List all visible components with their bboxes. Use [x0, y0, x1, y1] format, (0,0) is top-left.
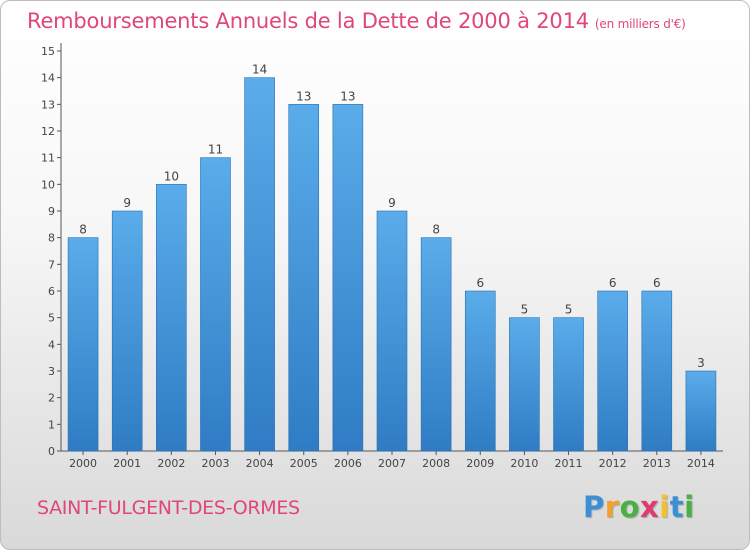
bar [376, 210, 408, 452]
logo-letter: i [659, 490, 670, 524]
data-labels: 8 9 10 11 14 13 13 9 8 6 5 5 6 6 3 [79, 63, 705, 370]
x-tick-label: 2005 [290, 457, 318, 470]
proxiti-logo: Proxiti [583, 490, 695, 524]
x-tick-label: 2013 [643, 457, 671, 470]
x-tick-label: 2011 [555, 457, 583, 470]
chart-unit-label: (en milliers d'€) [594, 17, 686, 31]
commune-name: SAINT-FULGENT-DES-ORMES [37, 497, 300, 519]
data-label: 6 [609, 276, 617, 290]
x-tick-label: 2007 [378, 457, 406, 470]
data-label: 5 [521, 303, 529, 317]
bar [597, 290, 628, 452]
y-tick-label: 1 [48, 418, 55, 431]
data-label: 8 [79, 223, 87, 237]
data-label: 9 [123, 196, 131, 210]
data-label: 6 [653, 276, 661, 290]
y-tick-label: 6 [48, 285, 55, 298]
bar [111, 210, 143, 452]
x-tick-label: 2008 [422, 457, 450, 470]
data-label: 14 [252, 63, 267, 77]
data-label: 13 [340, 89, 355, 103]
bar [332, 104, 364, 452]
bar [509, 317, 540, 452]
data-label: 8 [432, 223, 440, 237]
logo-letter: P [583, 490, 605, 524]
x-tick-label: 2009 [466, 457, 494, 470]
y-tick-label: 2 [48, 392, 55, 405]
x-tick-label: 2006 [334, 457, 362, 470]
x-tick-label: 2010 [510, 457, 538, 470]
y-tick-label: 12 [41, 125, 55, 138]
x-tick-label: 2000 [69, 457, 97, 470]
y-tick-label: 15 [41, 45, 55, 58]
bar [288, 104, 320, 452]
bar [553, 317, 584, 452]
logo-letter: t [669, 490, 685, 524]
logo-letter: r [604, 490, 620, 524]
x-axis: 2000 2001 2002 2003 2004 2005 2006 2007 2008 2009… [61, 450, 723, 470]
y-tick-label: 11 [41, 152, 55, 165]
y-tick-label: 14 [41, 72, 55, 85]
bars [67, 77, 717, 452]
x-tick-label: 2014 [687, 457, 715, 470]
y-tick-label: 8 [48, 232, 55, 245]
logo-letter: x [640, 490, 660, 524]
data-label: 11 [208, 143, 223, 157]
logo-letter: i [684, 490, 695, 524]
y-tick-label: 9 [48, 205, 55, 218]
bar [67, 237, 99, 452]
x-tick-label: 2004 [246, 457, 274, 470]
data-label: 6 [476, 276, 484, 290]
x-tick-label: 2003 [201, 457, 229, 470]
data-label: 9 [388, 196, 396, 210]
bar [244, 77, 275, 452]
bar [200, 157, 231, 452]
y-tick-label: 4 [48, 338, 55, 351]
data-label: 5 [565, 303, 573, 317]
x-tick-label: 2001 [113, 457, 141, 470]
bar [464, 290, 496, 452]
data-label: 13 [296, 89, 311, 103]
bar [685, 370, 717, 452]
chart-title-text: Remboursements Annuels de la Dette de 20… [27, 9, 589, 33]
bar [156, 184, 187, 452]
y-tick-label: 0 [48, 445, 55, 458]
x-tick-label: 2012 [599, 457, 627, 470]
y-tick-label: 3 [48, 365, 55, 378]
data-label: 10 [164, 169, 179, 183]
y-tick-label: 7 [48, 258, 55, 271]
x-tick-label: 2002 [157, 457, 185, 470]
chart-title: Remboursements Annuels de la Dette de 20… [27, 9, 686, 33]
logo-letter: o [619, 490, 641, 524]
bar [641, 290, 673, 452]
y-tick-label: 10 [41, 178, 55, 191]
y-tick-label: 13 [41, 98, 55, 111]
data-label: 3 [697, 356, 705, 370]
y-tick-label: 5 [48, 312, 55, 325]
bar [420, 237, 452, 452]
